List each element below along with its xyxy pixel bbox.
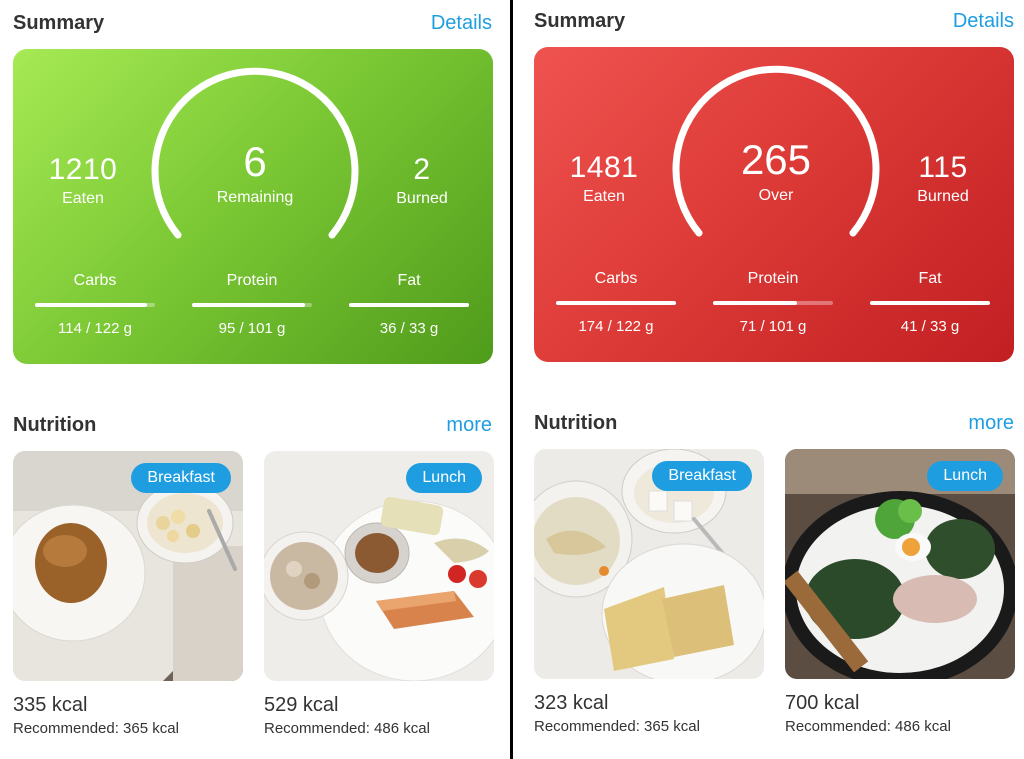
meal-card-breakfast[interactable]: Breakfast [13, 451, 243, 681]
macro-value: 174 / 122 g [578, 318, 654, 335]
meal-card-breakfast[interactable]: Breakfast [534, 449, 764, 679]
burned-value: 115 [918, 151, 968, 184]
meal-badge: Lunch [927, 461, 1003, 491]
macro-label: Fat [918, 270, 942, 287]
macro-carbs: Carbs 174 / 122 g [556, 269, 676, 337]
eaten-value: 1210 [48, 153, 118, 186]
macro-bar [192, 303, 312, 307]
meal-recommended: Recommended: 486 kcal [264, 720, 430, 737]
burned-value: 2 [413, 153, 431, 186]
lunch-photo [264, 451, 494, 681]
over-label: Over [758, 187, 794, 204]
remaining-label: Remaining [216, 189, 294, 206]
eaten-stat: 1210 Eaten [23, 153, 143, 209]
meal-badge: Breakfast [652, 461, 752, 491]
eaten-label: Eaten [583, 188, 625, 205]
macro-value: 71 / 101 g [739, 318, 807, 335]
meal-kcal: 529 kcal [264, 694, 339, 716]
macro-bar-fill [870, 301, 990, 305]
calorie-gauge [672, 65, 880, 237]
meal-recommended: Recommended: 365 kcal [13, 720, 179, 737]
eaten-stat: 1481 Eaten [544, 151, 664, 207]
left-screen: Summary Details 1210 Eaten 6 Remaining 2… [0, 0, 510, 759]
burned-stat: 115 Burned [883, 151, 1003, 207]
meal-card-lunch[interactable]: Lunch [785, 449, 1015, 679]
lunch-photo [785, 449, 1015, 679]
eaten-value: 1481 [569, 151, 639, 184]
macro-label: Fat [397, 272, 421, 289]
meal-recommended: Recommended: 486 kcal [785, 718, 951, 735]
right-screen: Summary Details 1481 Eaten 265 Over 115 … [513, 0, 1024, 759]
macro-value: 114 / 122 g [58, 320, 132, 337]
eaten-label: Eaten [62, 190, 104, 207]
over-value: 265 [740, 136, 812, 183]
calorie-gauge [151, 67, 359, 239]
meal-recommended: Recommended: 365 kcal [534, 718, 700, 735]
meal-badge: Lunch [406, 463, 482, 493]
meal-kcal: 700 kcal [785, 692, 860, 714]
macro-bar [349, 303, 469, 307]
macro-bar [870, 301, 990, 305]
macro-value: 95 / 101 g [218, 320, 286, 337]
over-stat: 265 Over [706, 137, 846, 207]
burned-stat: 2 Burned [362, 153, 482, 209]
macro-fat: Fat 36 / 33 g [349, 271, 469, 339]
remaining-stat: 6 Remaining [185, 139, 325, 209]
summary-title: Summary [534, 10, 626, 32]
macro-value: 36 / 33 g [379, 320, 439, 337]
macro-fat: Fat 41 / 33 g [870, 269, 990, 337]
macro-bar-fill [192, 303, 305, 307]
macro-bar-fill [349, 303, 469, 307]
macro-bar [556, 301, 676, 305]
meal-card-lunch[interactable]: Lunch [264, 451, 494, 681]
macro-label: Carbs [73, 272, 117, 289]
macro-protein: Protein 95 / 101 g [192, 271, 312, 339]
macro-bar-fill [713, 301, 797, 305]
summary-card[interactable]: 1481 Eaten 265 Over 115 Burned Carbs 174… [534, 47, 1014, 362]
summary-card[interactable]: 1210 Eaten 6 Remaining 2 Burned Carbs 11… [13, 49, 493, 364]
macro-bar [713, 301, 833, 305]
meal-badge: Breakfast [131, 463, 231, 493]
macro-bar-fill [556, 301, 676, 305]
macro-label: Protein [747, 270, 799, 287]
macro-bar [35, 303, 155, 307]
meal-kcal: 335 kcal [13, 694, 88, 716]
macro-value: 41 / 33 g [900, 318, 960, 335]
burned-label: Burned [917, 188, 969, 205]
nutrition-title: Nutrition [534, 412, 618, 434]
details-link[interactable]: Details [430, 12, 492, 34]
macro-protein: Protein 71 / 101 g [713, 269, 833, 337]
meal-kcal: 323 kcal [534, 692, 609, 714]
nutrition-title: Nutrition [13, 414, 97, 436]
more-link[interactable]: more [968, 412, 1014, 434]
details-link[interactable]: Details [952, 10, 1014, 32]
more-link[interactable]: more [446, 414, 492, 436]
remaining-value: 6 [243, 138, 267, 185]
macro-bar-fill [35, 303, 147, 307]
macro-label: Carbs [594, 270, 638, 287]
macro-carbs: Carbs 114 / 122 g [35, 271, 155, 339]
breakfast-photo [13, 451, 243, 681]
macro-label: Protein [226, 272, 278, 289]
summary-title: Summary [13, 12, 105, 34]
burned-label: Burned [396, 190, 448, 207]
